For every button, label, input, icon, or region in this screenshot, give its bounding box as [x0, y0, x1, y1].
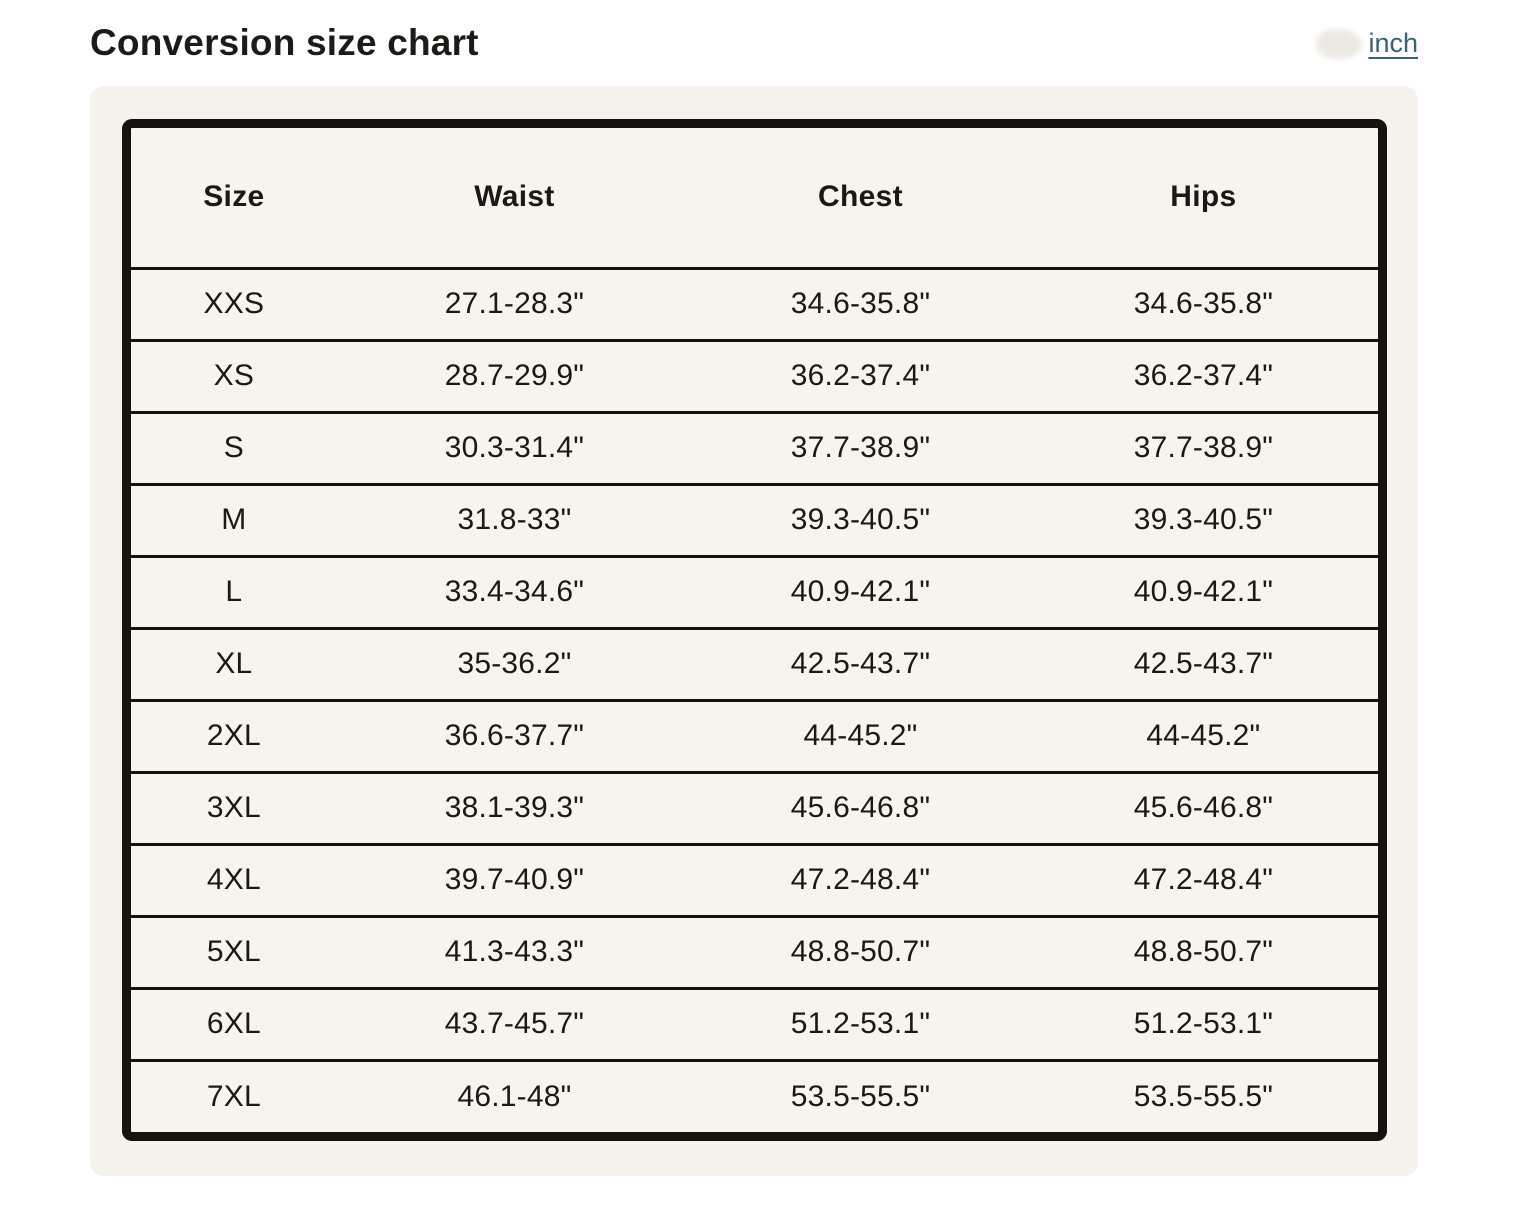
cell-size: S: [223, 431, 244, 464]
cell-waist: 41.3-43.3": [444, 935, 585, 968]
cell-waist: 28.7-29.9": [444, 359, 585, 392]
cell-size: M: [221, 503, 247, 536]
cell-hips: 37.7-38.9": [1133, 431, 1274, 464]
cell-size: 2XL: [206, 719, 261, 752]
cell-waist: 33.4-34.6": [444, 575, 585, 608]
cell-chest: 51.2-53.1": [790, 1007, 931, 1040]
cell-hips: 51.2-53.1": [1133, 1007, 1274, 1040]
cell-hips: 47.2-48.4": [1133, 863, 1274, 896]
cell-waist: 35-36.2": [457, 647, 572, 680]
cell-size: L: [225, 575, 243, 608]
cell-waist: 31.8-33": [457, 503, 572, 536]
cell-chest: 40.9-42.1": [790, 575, 931, 608]
table-header: Size Waist Chest Hips: [131, 128, 1378, 268]
cell-size: 3XL: [206, 791, 261, 824]
cell-size: XS: [213, 359, 255, 392]
cell-waist: 27.1-28.3": [444, 287, 585, 320]
table-row: S 30.3-31.4" 37.7-38.9" 37.7-38.9": [131, 412, 1378, 484]
cell-chest: 39.3-40.5": [790, 503, 931, 536]
cell-chest: 48.8-50.7": [790, 935, 931, 968]
cell-size: XL: [215, 647, 253, 680]
table-row: L 33.4-34.6" 40.9-42.1" 40.9-42.1": [131, 556, 1378, 628]
unit-toggle-area: inch: [1316, 22, 1418, 59]
cell-hips: 34.6-35.8": [1133, 287, 1274, 320]
table-row: 7XL 46.1-48" 53.5-55.5" 53.5-55.5": [131, 1060, 1378, 1132]
cell-waist: 38.1-39.3": [444, 791, 585, 824]
table-frame: Size Waist Chest Hips XXS 27.1-28.3" 34.6-35.…: [122, 119, 1387, 1141]
cell-size: 4XL: [206, 863, 261, 896]
cell-size: 7XL: [206, 1079, 261, 1113]
table-row: 6XL 43.7-45.7" 51.2-53.1" 51.2-53.1": [131, 988, 1378, 1060]
cell-chest: 36.2-37.4": [790, 359, 931, 392]
cell-waist: 46.1-48": [457, 1079, 572, 1113]
cell-size: 6XL: [206, 1007, 261, 1040]
cell-chest: 42.5-43.7": [790, 647, 931, 680]
table-header-row: Size Waist Chest Hips: [131, 128, 1378, 268]
cell-waist: 39.7-40.9": [444, 863, 585, 896]
table-body: XXS 27.1-28.3" 34.6-35.8" 34.6-35.8" XS 28.7-…: [131, 268, 1378, 1132]
table-row: 2XL 36.6-37.7" 44-45.2" 44-45.2": [131, 700, 1378, 772]
cell-hips: 44-45.2": [1146, 719, 1261, 752]
unit-toggle-link[interactable]: inch: [1368, 28, 1418, 58]
cell-chest: 34.6-35.8": [790, 287, 931, 320]
cell-size: XXS: [203, 287, 265, 320]
table-row: XXS 27.1-28.3" 34.6-35.8" 34.6-35.8": [131, 268, 1378, 340]
cell-hips: 40.9-42.1": [1133, 575, 1274, 608]
cell-chest: 37.7-38.9": [790, 431, 931, 464]
cell-waist: 36.6-37.7": [444, 719, 585, 752]
cell-hips: 36.2-37.4": [1133, 359, 1274, 392]
cell-hips: 39.3-40.5": [1133, 503, 1274, 536]
page-title: Conversion size chart: [90, 22, 479, 63]
cell-size: 5XL: [206, 935, 261, 968]
table-row: 5XL 41.3-43.3" 48.8-50.7" 48.8-50.7": [131, 916, 1378, 988]
cell-chest: 44-45.2": [803, 719, 918, 752]
cell-waist: 43.7-45.7": [444, 1007, 585, 1040]
size-chart-panel: Size Waist Chest Hips XXS 27.1-28.3" 34.6-35.…: [90, 86, 1418, 1176]
conversion-size-table: Size Waist Chest Hips XXS 27.1-28.3" 34.6-35.…: [131, 128, 1378, 1132]
cell-waist: 30.3-31.4": [444, 431, 585, 464]
column-header-chest: Chest: [818, 180, 903, 214]
cell-chest: 45.6-46.8": [790, 791, 931, 824]
column-header-hips: Hips: [1170, 180, 1237, 214]
column-header-waist: Waist: [474, 180, 555, 214]
cell-hips: 48.8-50.7": [1133, 935, 1274, 968]
topbar: Conversion size chart inch: [90, 0, 1418, 64]
table-row: M 31.8-33" 39.3-40.5" 39.3-40.5": [131, 484, 1378, 556]
cell-chest: 53.5-55.5": [790, 1079, 931, 1113]
cursor-artifact: [1316, 28, 1363, 59]
table-row: XL 35-36.2" 42.5-43.7" 42.5-43.7": [131, 628, 1378, 700]
table-row: XS 28.7-29.9" 36.2-37.4" 36.2-37.4": [131, 340, 1378, 412]
cell-hips: 42.5-43.7": [1133, 647, 1274, 680]
cell-hips: 45.6-46.8": [1133, 791, 1274, 824]
table-row: 4XL 39.7-40.9" 47.2-48.4" 47.2-48.4": [131, 844, 1378, 916]
cell-chest: 47.2-48.4": [790, 863, 931, 896]
table-row: 3XL 38.1-39.3" 45.6-46.8" 45.6-46.8": [131, 772, 1378, 844]
column-header-size: Size: [203, 180, 265, 214]
cell-hips: 53.5-55.5": [1133, 1079, 1274, 1113]
